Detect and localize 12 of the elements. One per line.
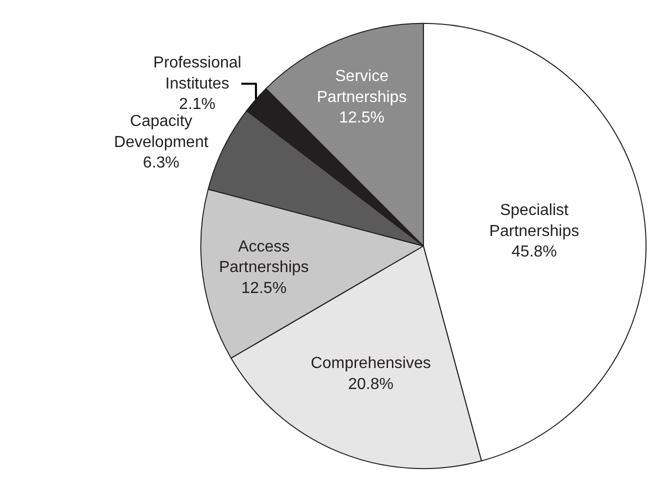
slice-label: Specialist Partnerships xyxy=(489,202,580,240)
slice-label: Professional Institutes xyxy=(153,54,242,92)
data-label: 12.5% xyxy=(241,280,287,297)
slice-label: Comprehensives xyxy=(310,355,431,372)
data-label: 6.3% xyxy=(142,154,180,172)
slice-label: Service Partnerships xyxy=(316,68,407,106)
data-label: 2.1% xyxy=(179,96,216,114)
slice-label: Capacity Development xyxy=(114,113,209,151)
slice-label: Access Partnerships xyxy=(218,238,309,276)
data-label: 12.5% xyxy=(339,110,384,127)
data-label: 45.8% xyxy=(512,244,557,261)
data-label: 20.8% xyxy=(348,376,394,393)
